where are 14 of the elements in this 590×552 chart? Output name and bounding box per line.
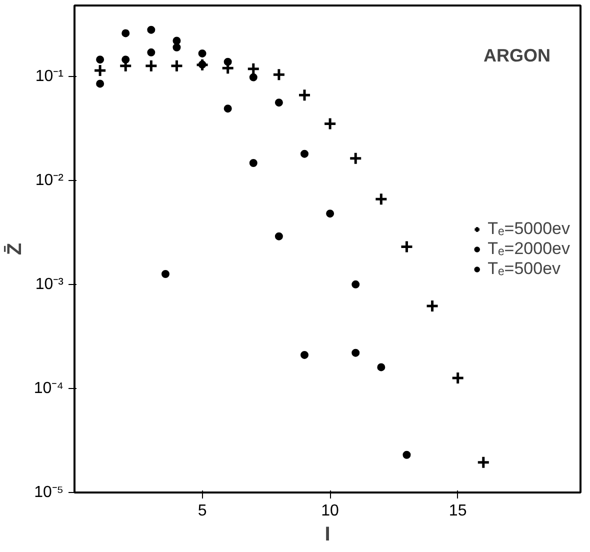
x-tick-label: 10	[321, 502, 340, 520]
y-tick-label: 10⁻²	[35, 172, 64, 189]
y-tick-label: 10⁻³	[35, 276, 64, 293]
x-tick-label: 5	[198, 502, 207, 520]
legend-label: Tₑ=500ev	[488, 258, 561, 278]
annotation: ARGON	[484, 46, 550, 66]
x-tick-label: 15	[448, 502, 467, 520]
y-axis-title: Z̄	[3, 242, 26, 256]
y-tick-label: 10⁻⁵	[34, 484, 64, 501]
y-tick-label: 10⁻¹	[35, 68, 64, 85]
legend-label: Tₑ=5000ev	[488, 218, 570, 238]
x-axis-title: I	[324, 524, 330, 546]
y-tick-label: 10⁻⁴	[34, 380, 64, 397]
legend-label: Tₑ=2000ev	[488, 238, 570, 258]
